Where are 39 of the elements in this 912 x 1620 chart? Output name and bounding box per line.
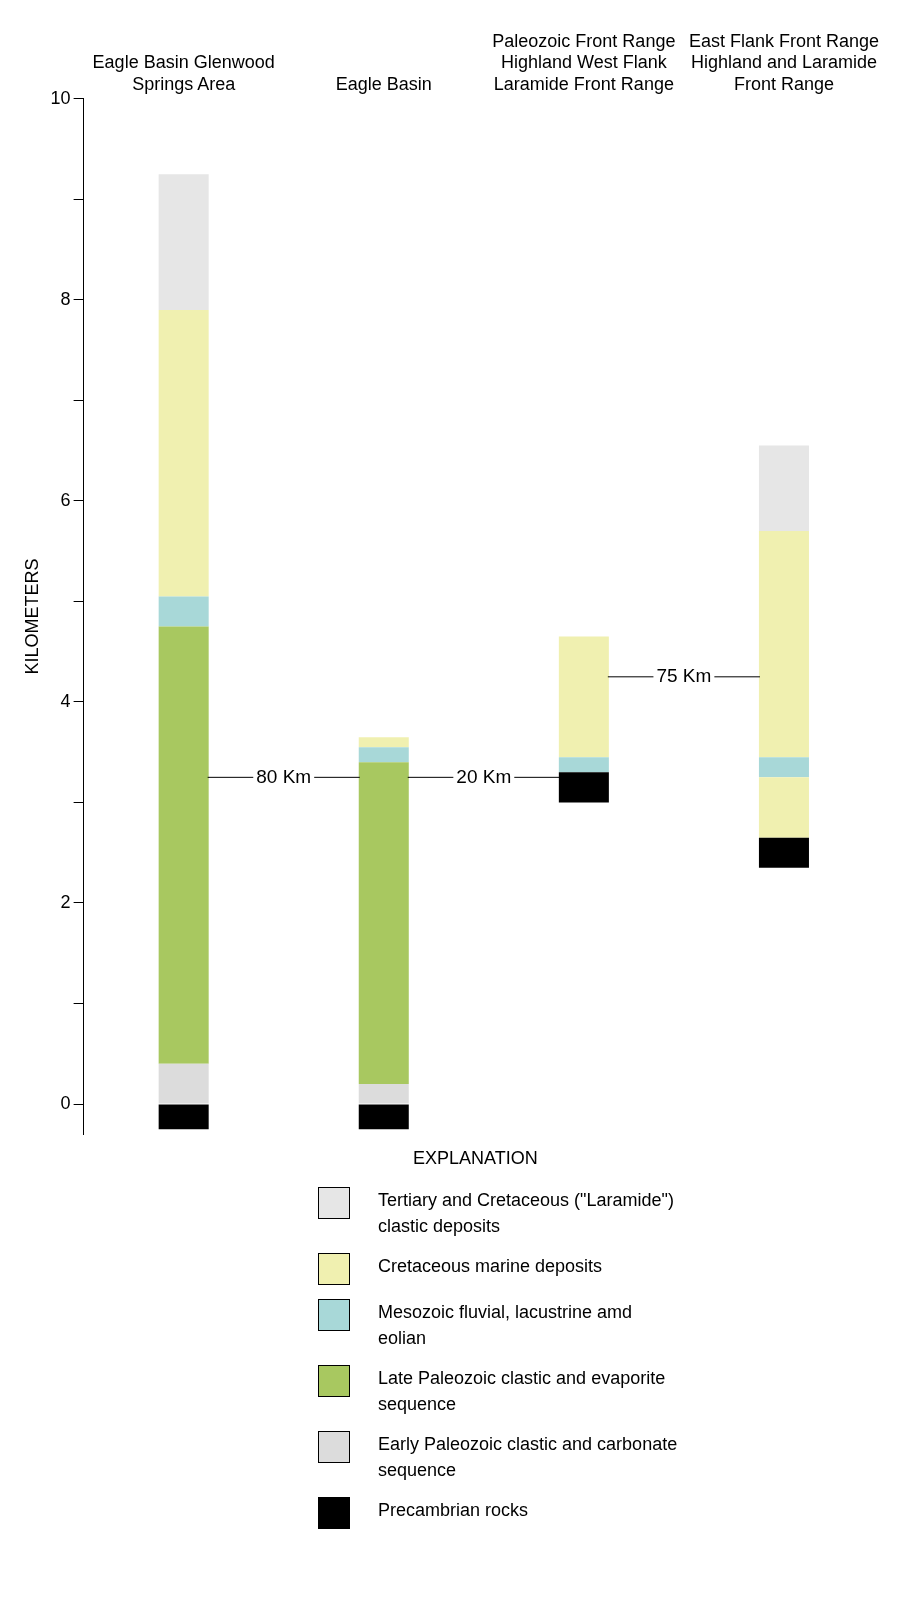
legend-label: Mesozoic fluvial, lacustrine amd eolian xyxy=(378,1301,634,1350)
y-tick-label: 8 xyxy=(60,288,71,309)
bar xyxy=(758,777,809,838)
bar xyxy=(158,596,209,627)
bar xyxy=(758,531,809,758)
x-tick-label: Eagle Basin Glenwood Springs Area xyxy=(92,52,275,94)
legend-label: Late Paleozoic clastic and evaporite sequence xyxy=(378,1367,667,1416)
bar xyxy=(758,757,809,778)
legend-title: EXPLANATION xyxy=(413,1148,539,1169)
bar xyxy=(558,636,609,758)
annotation: 80 Km xyxy=(256,765,312,787)
bar xyxy=(158,1063,209,1104)
bar xyxy=(358,762,409,1084)
y-tick-label: 6 xyxy=(60,489,71,510)
legend-label: Precambrian rocks xyxy=(378,1499,530,1522)
bar xyxy=(358,1083,409,1104)
bar xyxy=(558,757,609,773)
bar xyxy=(158,626,209,1064)
y-tick-label: 0 xyxy=(60,1093,71,1114)
bar xyxy=(758,837,809,868)
y-tick-label: 10 xyxy=(50,87,71,108)
legend-label: Early Paleozoic clastic and carbonate sequence xyxy=(378,1433,678,1482)
bar xyxy=(758,445,809,532)
bar xyxy=(158,309,209,597)
bar xyxy=(158,1104,209,1130)
annotation: 75 Km xyxy=(656,665,712,687)
legend-label: Tertiary and Cretaceous ("Laramide") clastic deposits xyxy=(378,1189,675,1238)
legend-label: Cretaceous marine deposits xyxy=(378,1255,604,1278)
x-tick-label: Eagle Basin xyxy=(335,73,432,94)
bar xyxy=(358,1104,409,1130)
x-tick-label: East Flank Front Range Highland and Laramide Front Range xyxy=(688,30,879,94)
y-axis-title: KILOMETERS xyxy=(21,558,42,675)
bar xyxy=(358,747,409,763)
annotation: 20 Km xyxy=(456,765,512,787)
x-tick-label: Paleozoic Front Range Highland West Flank Laramide Front Range xyxy=(492,30,676,94)
bar xyxy=(158,174,209,310)
bar xyxy=(358,737,409,748)
y-tick-label: 4 xyxy=(60,690,71,711)
y-tick-label: 2 xyxy=(60,891,71,912)
